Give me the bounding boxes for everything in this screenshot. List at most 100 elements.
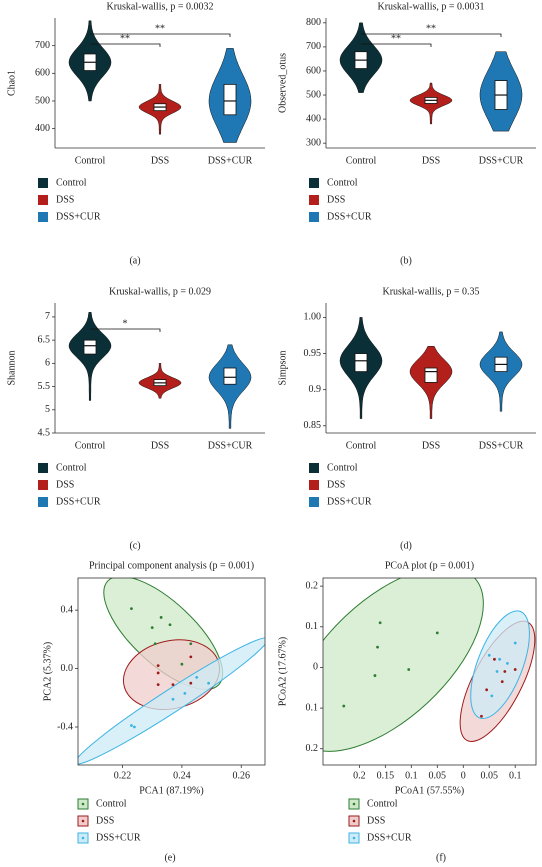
significance-bracket [361, 43, 432, 47]
point [485, 688, 489, 692]
point [480, 714, 483, 718]
legend-swatch [309, 480, 319, 490]
point [207, 681, 211, 685]
legend-label: DSS+CUR [56, 211, 101, 222]
point [195, 675, 199, 679]
x-tick-label: Control [75, 440, 106, 451]
x-tick-label: 0.05 [480, 770, 498, 781]
legend-swatch [309, 463, 319, 473]
legend-label: DSS [327, 479, 345, 490]
x-tick-label: 0.2 [353, 770, 366, 781]
point [189, 681, 193, 685]
legend-swatch [38, 463, 48, 473]
y-tick-label: 0.0 [61, 663, 74, 674]
point [130, 724, 133, 727]
x-tick-label: DSS+CUR [208, 440, 253, 451]
plot-frame [322, 577, 537, 766]
point [171, 697, 175, 701]
legend-label: DSS+CUR [367, 832, 412, 843]
significance-label: * [123, 318, 128, 329]
y-tick-label: 400 [306, 113, 321, 124]
legend-label: Control [327, 462, 358, 473]
legend-label: DSS+CUR [96, 832, 141, 843]
x-tick-label: 0.1 [509, 770, 522, 781]
y-tick-label: 0.9 [309, 384, 322, 395]
y-tick-label: 0.2 [306, 580, 319, 591]
y-tick-label: 500 [306, 89, 321, 100]
legend-label: Control [96, 798, 127, 809]
plot-area [78, 578, 265, 765]
legend-dot [81, 836, 85, 840]
point [189, 642, 193, 646]
x-tick-label: DSS [151, 155, 169, 166]
y-tick-label: 800 [306, 17, 321, 28]
confidence-ellipse [78, 637, 265, 765]
y-tick-label: 0.95 [304, 348, 322, 359]
point [376, 645, 379, 649]
legend-label: Control [327, 177, 358, 188]
legend-label: Control [56, 462, 87, 473]
y-tick-label: 0.2 [306, 743, 319, 754]
y-tick-label: 0.4 [61, 604, 74, 615]
point [495, 670, 499, 673]
box [223, 367, 237, 385]
point [503, 670, 507, 673]
x-tick-label: Control [346, 440, 377, 451]
point [150, 626, 154, 630]
legend-label: DSS+CUR [327, 211, 372, 222]
y-tick-label: 0.1 [306, 621, 319, 632]
y-axis-label: Chao1 [6, 70, 17, 96]
panel-label: (c) [129, 540, 140, 551]
x-tick-label: 0.15 [377, 770, 395, 781]
point [493, 657, 496, 661]
confidence-ellipse [470, 610, 530, 720]
panel-label: (d) [400, 540, 412, 551]
point [156, 671, 160, 675]
legend-swatch [38, 178, 48, 188]
panel-label: (b) [400, 255, 412, 266]
y-tick-label: 700 [35, 40, 50, 51]
y-tick-label: 4.5 [38, 427, 51, 438]
point [490, 694, 494, 698]
x-tick-label: 0.24 [173, 770, 191, 781]
point [498, 657, 502, 661]
point [156, 664, 160, 668]
point [180, 662, 184, 666]
legend-swatch [309, 497, 319, 507]
point [156, 683, 160, 687]
x-tick-label: 0.1 [405, 770, 418, 781]
legend-dot [81, 802, 85, 806]
legend-label: Control [56, 177, 87, 188]
significance-label: ** [426, 23, 436, 34]
box [223, 83, 237, 116]
x-tick-label: DSS+CUR [479, 440, 524, 451]
panel-label: (a) [129, 255, 140, 266]
point [342, 704, 346, 708]
legend-label: DSS+CUR [56, 496, 101, 507]
x-axis-label: PCoA1 (57.55%) [395, 785, 464, 796]
legend-swatch [309, 212, 319, 222]
significance-label: ** [155, 23, 165, 34]
point [506, 661, 509, 665]
legend-swatch [309, 195, 319, 205]
legend-swatch [38, 212, 48, 222]
point [153, 642, 157, 646]
x-tick-label: Control [75, 155, 106, 166]
point [407, 668, 411, 671]
y-tick-label: 5 [45, 404, 50, 415]
legend-swatch [38, 195, 48, 205]
y-tick-label: 400 [35, 123, 50, 134]
y-tick-label: 600 [35, 68, 50, 79]
legend-label: DSS [56, 194, 74, 205]
point [513, 641, 517, 645]
y-tick-label: 6 [45, 358, 50, 369]
legend-label: DSS [56, 479, 74, 490]
box [354, 353, 368, 373]
panel-label: (e) [164, 852, 175, 863]
significance-label: ** [120, 33, 130, 44]
legend-swatch [309, 178, 319, 188]
y-tick-label: 600 [306, 65, 321, 76]
x-tick-label: Control [346, 155, 377, 166]
chart-title: PCoA plot (p = 0.001) [385, 560, 474, 571]
chart-title: Kruskal-wallis, p = 0.0032 [106, 1, 213, 12]
